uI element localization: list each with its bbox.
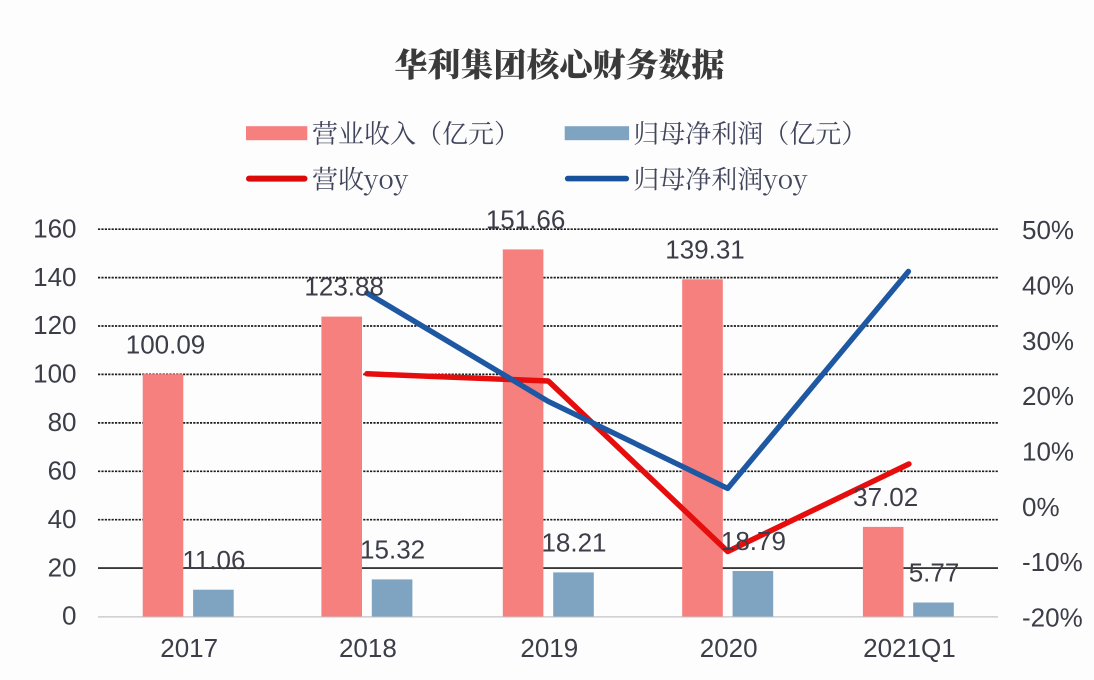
svg-text:140: 140 xyxy=(33,262,76,292)
svg-text:30%: 30% xyxy=(1022,326,1074,356)
svg-text:5.77: 5.77 xyxy=(909,558,960,588)
svg-text:40%: 40% xyxy=(1022,271,1074,301)
svg-text:-10%: -10% xyxy=(1022,547,1083,577)
svg-text:100: 100 xyxy=(33,359,76,389)
svg-text:2017: 2017 xyxy=(160,633,218,663)
svg-text:120: 120 xyxy=(33,310,76,340)
svg-text:139.31: 139.31 xyxy=(665,234,745,264)
svg-text:0: 0 xyxy=(62,601,76,631)
svg-text:20%: 20% xyxy=(1022,381,1074,411)
svg-text:123.88: 123.88 xyxy=(304,272,384,302)
svg-text:2021Q1: 2021Q1 xyxy=(863,633,956,663)
svg-text:2020: 2020 xyxy=(700,633,758,663)
svg-text:20: 20 xyxy=(48,552,77,582)
svg-text:-20%: -20% xyxy=(1022,603,1083,633)
svg-text:10%: 10% xyxy=(1022,437,1074,467)
svg-text:160: 160 xyxy=(33,213,76,243)
svg-text:2018: 2018 xyxy=(339,633,397,663)
svg-text:37.02: 37.02 xyxy=(853,482,918,512)
svg-text:18.21: 18.21 xyxy=(541,528,606,558)
svg-text:0%: 0% xyxy=(1022,492,1060,522)
svg-text:2019: 2019 xyxy=(520,633,578,663)
svg-text:18.79: 18.79 xyxy=(721,526,786,556)
svg-text:15.32: 15.32 xyxy=(360,535,425,565)
svg-text:100.09: 100.09 xyxy=(126,329,206,359)
svg-text:40: 40 xyxy=(48,504,77,534)
svg-text:80: 80 xyxy=(48,407,77,437)
svg-text:50%: 50% xyxy=(1022,215,1074,245)
svg-text:11.06: 11.06 xyxy=(182,545,245,575)
svg-text:60: 60 xyxy=(48,456,77,486)
svg-text:151.66: 151.66 xyxy=(486,205,566,235)
